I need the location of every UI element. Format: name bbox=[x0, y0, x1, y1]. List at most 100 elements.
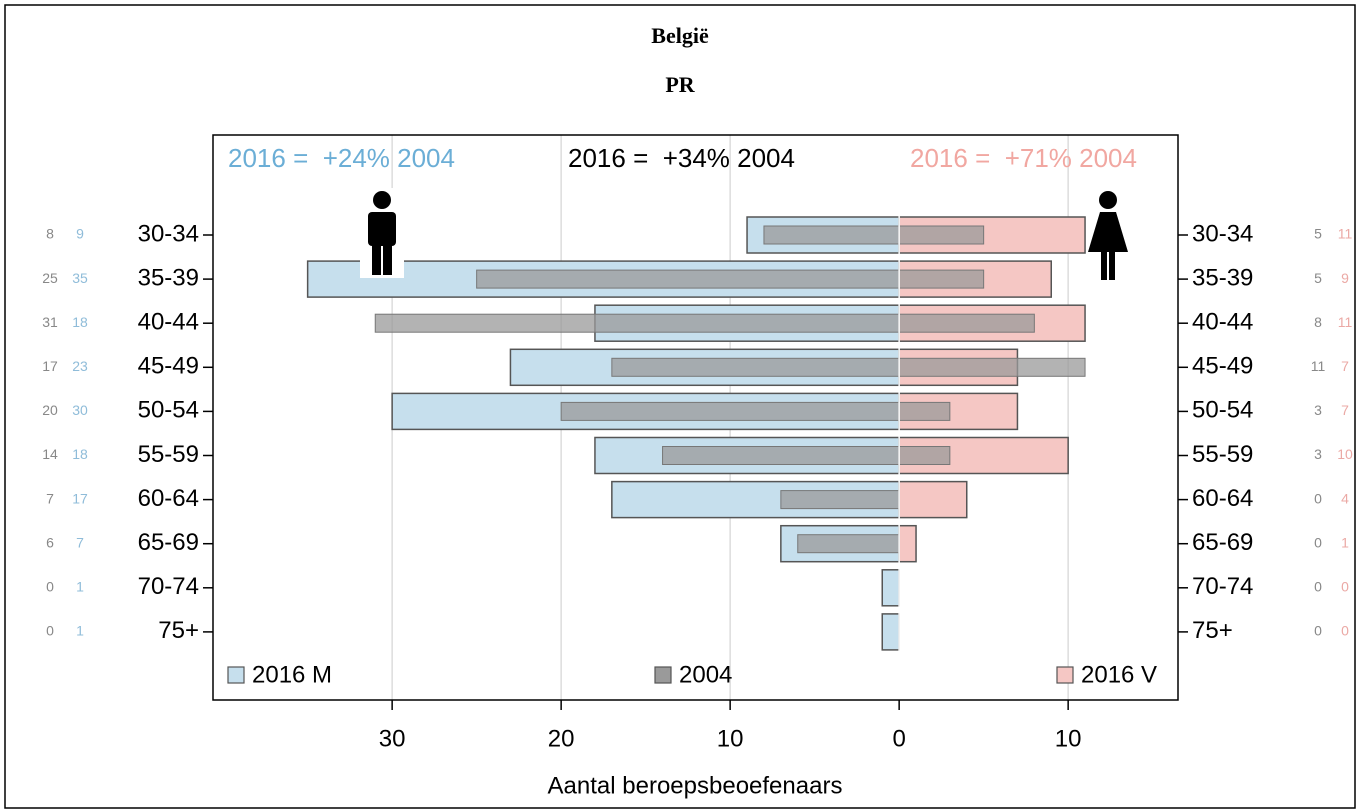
y-tick-label: 60-64 bbox=[138, 485, 199, 512]
value-label: 30 bbox=[72, 402, 88, 418]
annotation: 2016 = +34% 2004 bbox=[568, 143, 795, 173]
bar-2004-v bbox=[898, 446, 951, 465]
value-label: 23 bbox=[72, 358, 88, 374]
y-tick-label: 60-64 bbox=[1192, 485, 1253, 512]
bar-2004-m bbox=[763, 225, 900, 245]
chart-title: België bbox=[651, 23, 709, 48]
legend-swatch bbox=[1056, 666, 1074, 684]
value-label: 3 bbox=[1314, 446, 1322, 462]
value-label: 4 bbox=[1341, 490, 1349, 506]
bars bbox=[306, 216, 1086, 651]
value-label: 11 bbox=[1311, 358, 1326, 374]
bar-2004-m bbox=[560, 401, 900, 421]
bar-2004-m bbox=[476, 269, 900, 289]
bar-2004-m bbox=[780, 490, 900, 510]
bar-2004-m bbox=[374, 313, 900, 333]
y-tick-label: 30-34 bbox=[1192, 220, 1253, 247]
bar-2004-m bbox=[797, 534, 900, 554]
y-tick-label: 70-74 bbox=[1192, 573, 1253, 600]
legend-label: 2016 M bbox=[252, 661, 332, 688]
value-label: 17 bbox=[42, 358, 58, 374]
value-label: 8 bbox=[1314, 314, 1322, 330]
value-label: 0 bbox=[1314, 579, 1322, 595]
value-label: 7 bbox=[76, 534, 84, 550]
y-tick-label: 65-69 bbox=[1192, 529, 1253, 556]
value-label: 25 bbox=[42, 270, 58, 286]
value-label: 9 bbox=[76, 226, 84, 242]
annotation: 2016 = +71% 2004 bbox=[910, 143, 1137, 173]
legend-swatch bbox=[654, 666, 672, 684]
y-tick-label: 30-34 bbox=[138, 220, 199, 247]
y-tick-label: 50-54 bbox=[1192, 397, 1253, 424]
y-tick-label: 65-69 bbox=[138, 529, 199, 556]
legend-label: 2004 bbox=[679, 661, 732, 688]
y-tick-label: 50-54 bbox=[138, 397, 199, 424]
value-label: 0 bbox=[46, 623, 54, 639]
value-label: 1 bbox=[1341, 534, 1349, 550]
y-tick-label: 75+ bbox=[1192, 617, 1233, 644]
value-label: 31 bbox=[42, 314, 58, 330]
y-tick-label: 70-74 bbox=[138, 573, 199, 600]
value-label: 7 bbox=[1341, 402, 1349, 418]
male-icon bbox=[360, 188, 404, 278]
bar-2004-v bbox=[898, 269, 985, 289]
y-tick-label: 45-49 bbox=[138, 353, 199, 380]
value-label: 14 bbox=[42, 446, 58, 462]
plot-frame bbox=[212, 134, 1179, 701]
value-label: 5 bbox=[1314, 270, 1322, 286]
bar-2016-m bbox=[881, 613, 900, 651]
x-axis-label: Aantal beroepsbeoefenaars bbox=[548, 772, 843, 799]
x-tick-label: 20 bbox=[548, 725, 575, 752]
legend-swatch bbox=[227, 666, 245, 684]
x-tick-label: 0 bbox=[892, 725, 905, 752]
x-tick-label: 30 bbox=[379, 725, 406, 752]
x-tick-label: 10 bbox=[1055, 725, 1082, 752]
bar-2004-v bbox=[898, 313, 1035, 333]
value-label: 0 bbox=[1314, 534, 1322, 550]
value-label: 3 bbox=[1314, 402, 1322, 418]
y-tick-label: 75+ bbox=[158, 617, 199, 644]
y-tick-label: 55-59 bbox=[1192, 441, 1253, 468]
value-label: 0 bbox=[1314, 623, 1322, 639]
annotation: 2016 = +24% 2004 bbox=[228, 143, 455, 173]
y-tick-label: 40-44 bbox=[1192, 309, 1253, 336]
value-label: 0 bbox=[1341, 623, 1349, 639]
bar-2004-v bbox=[898, 401, 951, 421]
value-label: 0 bbox=[1341, 579, 1349, 595]
value-label: 11 bbox=[1338, 226, 1353, 242]
value-label: 11 bbox=[1338, 314, 1353, 330]
y-tick-label: 45-49 bbox=[1192, 353, 1253, 380]
value-label: 18 bbox=[72, 314, 88, 330]
bar-2004-m bbox=[611, 357, 900, 377]
value-label: 20 bbox=[42, 402, 58, 418]
female-icon bbox=[1088, 191, 1128, 280]
bar-2004-m bbox=[662, 446, 900, 465]
value-label: 5 bbox=[1314, 226, 1322, 242]
value-label: 17 bbox=[72, 490, 88, 506]
value-label: 9 bbox=[1341, 270, 1349, 286]
value-label: 7 bbox=[46, 490, 54, 506]
y-tick-label: 35-39 bbox=[1192, 264, 1253, 291]
y-tick-label: 55-59 bbox=[138, 441, 199, 468]
bar-2004-v bbox=[898, 225, 985, 245]
value-label: 7 bbox=[1341, 358, 1349, 374]
value-label: 35 bbox=[72, 270, 88, 286]
bar-2016-v bbox=[898, 480, 968, 519]
value-label: 1 bbox=[76, 623, 84, 639]
value-label: 1 bbox=[76, 579, 84, 595]
y-tick-label: 40-44 bbox=[138, 309, 199, 336]
x-tick-label: 10 bbox=[717, 725, 744, 752]
value-label: 0 bbox=[46, 579, 54, 595]
bar-2004-v bbox=[898, 357, 1086, 377]
value-label: 18 bbox=[72, 446, 88, 462]
value-label: 0 bbox=[1314, 490, 1322, 506]
y-tick-label: 35-39 bbox=[138, 264, 199, 291]
value-label: 6 bbox=[46, 534, 54, 550]
value-label: 10 bbox=[1337, 446, 1353, 462]
bar-2016-v bbox=[898, 524, 917, 563]
bar-2016-m bbox=[881, 569, 900, 607]
value-label: 8 bbox=[46, 226, 54, 242]
chart-subtitle: PR bbox=[665, 72, 695, 97]
legend-label: 2016 V bbox=[1081, 661, 1157, 688]
